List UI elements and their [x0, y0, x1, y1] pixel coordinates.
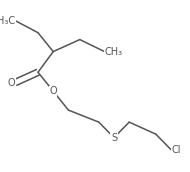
- Text: H₃C: H₃C: [0, 16, 15, 26]
- Text: Cl: Cl: [171, 145, 180, 155]
- Text: O: O: [8, 78, 15, 88]
- Text: CH₃: CH₃: [105, 47, 123, 57]
- Text: O: O: [49, 86, 57, 96]
- Text: S: S: [111, 133, 117, 143]
